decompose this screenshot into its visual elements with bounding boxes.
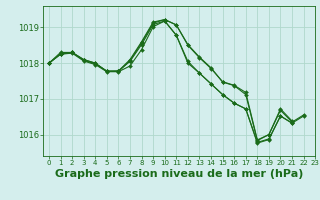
- X-axis label: Graphe pression niveau de la mer (hPa): Graphe pression niveau de la mer (hPa): [55, 169, 303, 179]
